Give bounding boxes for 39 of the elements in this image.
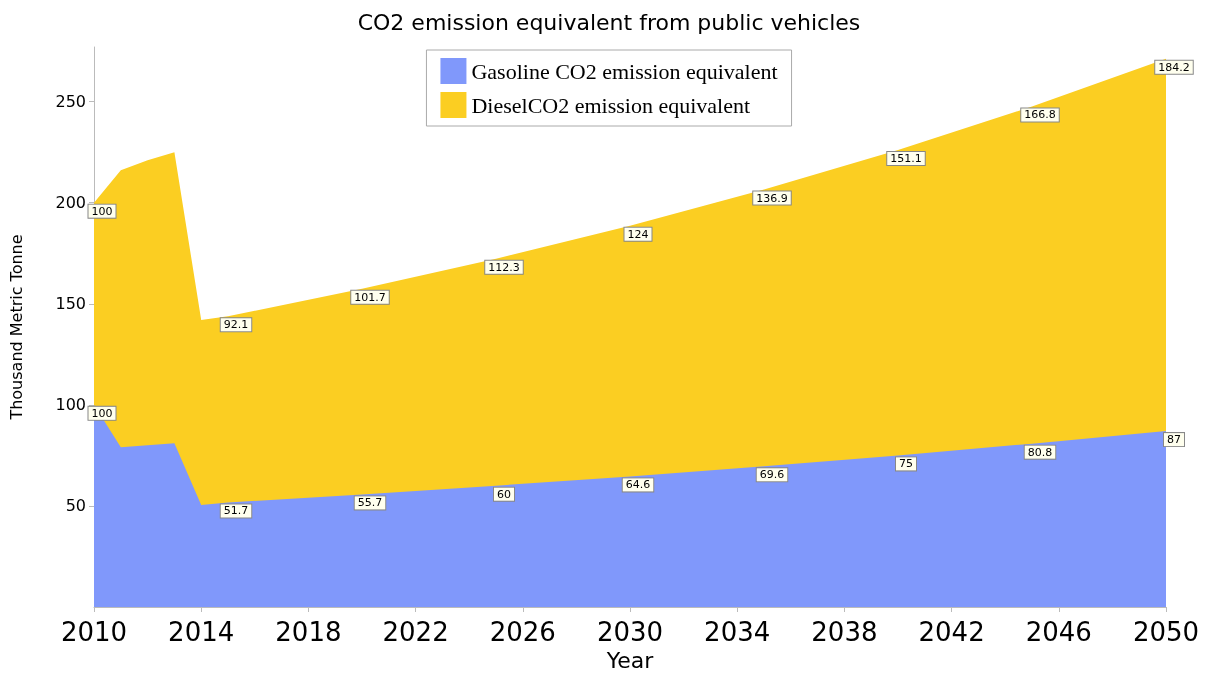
data-label: 69.6 xyxy=(759,468,785,482)
x-tick-label: 2050 xyxy=(1132,617,1200,647)
data-label: 55.7 xyxy=(357,496,383,510)
chart-title: CO2 emission equivalent from public vehicles xyxy=(357,9,861,35)
data-label: 112.3 xyxy=(488,260,520,274)
data-label: 75 xyxy=(899,457,913,471)
y-tick-label: 200 xyxy=(55,193,86,213)
data-label: 124 xyxy=(627,227,649,241)
x-axis-title: Year xyxy=(605,648,655,674)
data-label: 80.8 xyxy=(1027,445,1053,459)
data-label: 101.7 xyxy=(354,290,386,304)
y-axis-title: Thousand Metric Tonne xyxy=(6,234,26,421)
x-tick-label: 2026 xyxy=(489,617,556,647)
legend-label: Gasoline CO2 emission equivalent xyxy=(471,58,778,84)
data-label: 87 xyxy=(1167,433,1181,447)
data-label: 92.1 xyxy=(223,318,249,332)
data-label: 100 xyxy=(91,406,113,420)
x-tick-label: 2038 xyxy=(811,617,878,647)
data-label: 51.7 xyxy=(223,504,249,518)
data-label: 136.9 xyxy=(756,191,788,205)
x-tick-label: 2014 xyxy=(168,617,235,647)
y-tick-label: 100 xyxy=(55,395,86,415)
x-tick-label: 2018 xyxy=(275,617,342,647)
data-label: 100 xyxy=(91,204,113,218)
x-tick-label: 2010 xyxy=(60,617,128,647)
x-tick-label: 2042 xyxy=(918,617,985,647)
x-tick-label: 2022 xyxy=(382,617,449,647)
data-label: 151.1 xyxy=(890,151,922,165)
y-tick-label: 150 xyxy=(55,294,86,314)
legend-label: DieselCO2 emission equivalent xyxy=(471,92,751,118)
x-tick-label: 2030 xyxy=(596,617,664,647)
data-label: 184.2 xyxy=(1158,60,1190,74)
x-tick-label: 2034 xyxy=(704,617,771,647)
data-label: 166.8 xyxy=(1024,108,1056,122)
y-tick-label: 250 xyxy=(55,92,86,112)
x-tick-label: 2046 xyxy=(1025,617,1092,647)
y-tick-label: 50 xyxy=(65,496,86,516)
data-label: 64.6 xyxy=(625,478,651,492)
data-label: 60 xyxy=(497,487,511,501)
